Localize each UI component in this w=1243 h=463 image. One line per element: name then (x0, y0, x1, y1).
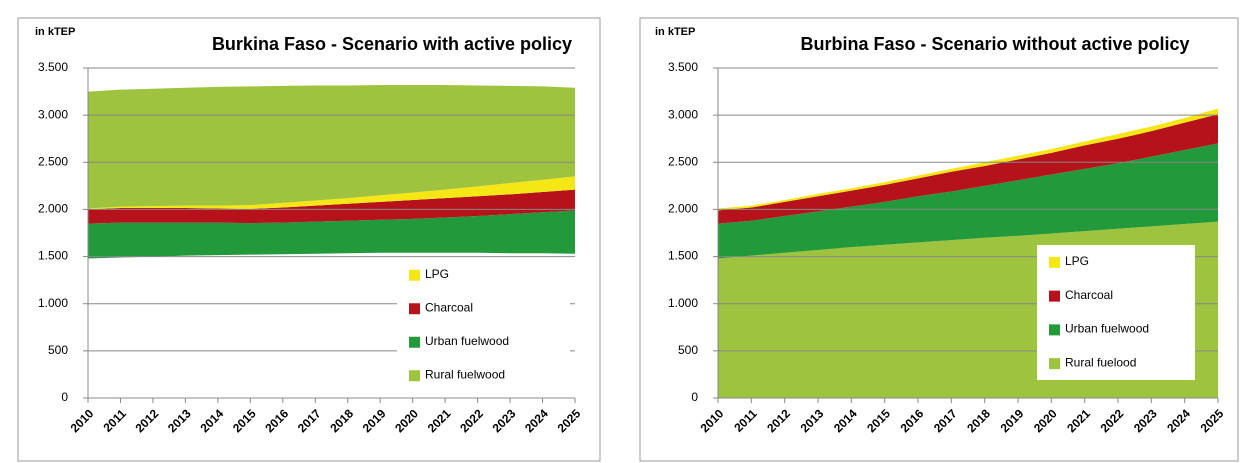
x-tick-label: 2012 (133, 406, 162, 435)
legend-swatch (409, 370, 420, 382)
legend-swatch (409, 303, 420, 315)
y-tick-label: 0 (691, 390, 698, 404)
x-tick-label: 2016 (898, 406, 927, 435)
x-tick-label: 2023 (1131, 406, 1160, 435)
x-tick-label: 2021 (1064, 406, 1093, 435)
legend-label: Urban fuelwood (425, 334, 509, 348)
legend-label: Charcoal (1065, 288, 1113, 302)
legend-swatch (1049, 324, 1060, 336)
x-tick-label: 2017 (295, 406, 324, 435)
y-axis-label: in kTEP (35, 26, 75, 38)
legend-label: LPG (425, 267, 449, 281)
x-tick-label: 2019 (998, 406, 1027, 435)
legend-swatch (409, 269, 420, 281)
x-tick-label: 2025 (1198, 406, 1227, 435)
area (88, 189, 575, 224)
area (88, 176, 575, 210)
x-tick-label: 2012 (764, 406, 793, 435)
y-tick-label: 3.000 (668, 107, 698, 121)
area (88, 210, 575, 259)
x-tick-label: 2014 (831, 406, 860, 435)
legend-swatch (1049, 290, 1060, 302)
x-tick-label: 2019 (360, 406, 389, 435)
y-tick-label: 2.000 (38, 202, 68, 216)
x-tick-label: 2020 (392, 406, 421, 435)
x-tick-label: 2013 (165, 406, 194, 435)
legend-box (397, 258, 570, 392)
y-tick-label: 3.000 (38, 107, 68, 121)
legend-box (1037, 245, 1195, 380)
x-tick-label: 2022 (1098, 406, 1127, 435)
y-tick-label: 500 (678, 343, 698, 357)
y-tick-label: 500 (48, 343, 68, 357)
x-tick-label: 2017 (931, 406, 960, 435)
chart-frame (17, 17, 601, 462)
legend-swatch (1049, 256, 1060, 268)
legend-swatch (1049, 358, 1060, 370)
x-tick-label: 2016 (262, 406, 291, 435)
legend-label: Rural fuelood (1065, 355, 1136, 369)
y-tick-label: 3.500 (668, 60, 698, 74)
x-tick-label: 2014 (197, 406, 226, 435)
y-tick-label: 1.500 (668, 249, 698, 263)
y-tick-label: 0 (61, 390, 68, 404)
x-tick-label: 2018 (327, 406, 356, 435)
y-tick-label: 2.500 (668, 154, 698, 168)
x-tick-label: 2011 (101, 406, 130, 435)
legend-label: LPG (1065, 254, 1089, 268)
x-tick-label: 2024 (522, 406, 551, 435)
y-tick-label: 1.000 (38, 296, 68, 310)
chart-title: Burbina Faso - Scenario without active p… (800, 34, 1189, 54)
y-tick-label: 1.500 (38, 249, 68, 263)
x-tick-label: 2022 (457, 406, 486, 435)
x-tick-label: 2011 (731, 406, 760, 435)
x-tick-label: 2020 (1031, 406, 1060, 435)
legend-label: Rural fuelwood (425, 367, 505, 381)
y-tick-label: 1.000 (668, 296, 698, 310)
x-tick-label: 2010 (698, 406, 727, 435)
x-tick-label: 2023 (490, 406, 519, 435)
legend-label: Charcoal (425, 300, 473, 314)
x-tick-label: 2021 (425, 406, 454, 435)
x-tick-label: 2025 (555, 406, 584, 435)
x-tick-label: 2010 (68, 406, 97, 435)
legend-label: Urban fuelwood (1065, 322, 1149, 336)
x-tick-label: 2018 (964, 406, 993, 435)
chart-frame (639, 17, 1239, 462)
y-tick-label: 2.000 (668, 202, 698, 216)
area (88, 84, 575, 209)
x-tick-label: 2024 (1164, 406, 1193, 435)
y-tick-label: 2.500 (38, 154, 68, 168)
x-tick-label: 2015 (230, 406, 259, 435)
area (718, 143, 1218, 259)
chart-title: Burkina Faso - Scenario with active poli… (212, 34, 572, 54)
x-tick-label: 2015 (864, 406, 893, 435)
y-tick-label: 3.500 (38, 60, 68, 74)
x-tick-label: 2013 (798, 406, 827, 435)
legend-swatch (409, 336, 420, 348)
y-axis-label: in kTEP (655, 26, 695, 38)
